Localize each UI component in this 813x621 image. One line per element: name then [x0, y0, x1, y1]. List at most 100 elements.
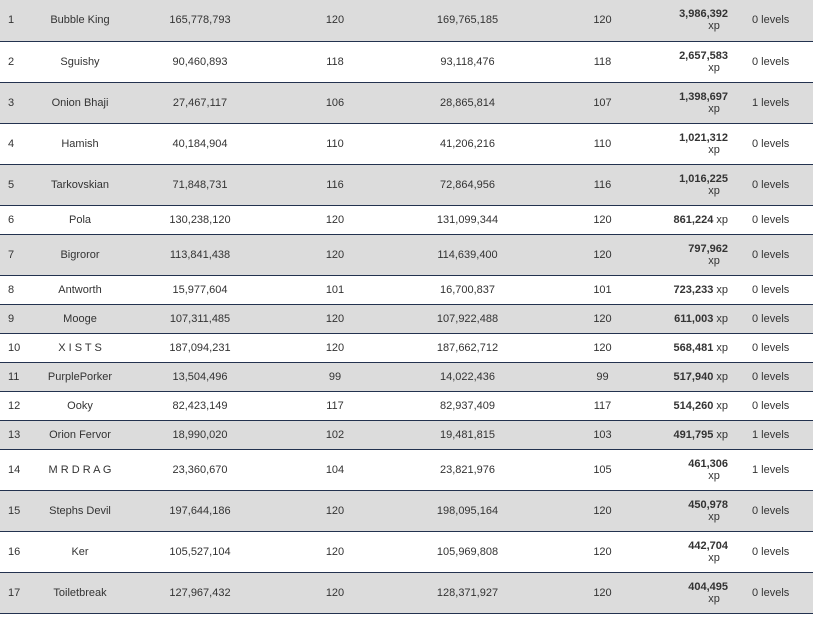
- player-name: Tarkovskian: [40, 164, 120, 206]
- xp-unit: xp: [708, 592, 720, 605]
- score-cell: 14,022,436: [390, 362, 545, 392]
- level-cell: 117: [280, 391, 390, 421]
- score-cell: 16,700,837: [390, 275, 545, 305]
- level-cell: 120: [280, 234, 390, 276]
- player-name: Onion Bhaji: [40, 82, 120, 124]
- level-cell: 120: [545, 205, 660, 235]
- table-row: 9 Mooge 107,311,485 120 107,922,488 120 611,00…: [0, 304, 813, 334]
- xp-cell: 611,003 xp: [660, 304, 740, 334]
- score-cell: 197,644,186: [120, 490, 280, 532]
- table-row: 1 Bubble King 165,778,793 120 169,765,185 120…: [0, 0, 813, 42]
- xp-cell: 461,306 xp: [660, 449, 740, 491]
- level-cell: 120: [545, 572, 660, 614]
- level-cell: 103: [545, 420, 660, 450]
- xp-unit: xp: [716, 428, 728, 441]
- xp-cell: 1,021,312 xp: [660, 123, 740, 165]
- score-cell: 128,371,927: [390, 572, 545, 614]
- xp-unit: xp: [708, 551, 720, 564]
- level-cell: 110: [280, 123, 390, 165]
- score-cell: 127,967,432: [120, 572, 280, 614]
- level-cell: 105: [545, 449, 660, 491]
- score-cell: 71,848,731: [120, 164, 280, 206]
- levels-cell: 0 levels: [740, 490, 813, 532]
- xp-cell: 450,978 xp: [660, 490, 740, 532]
- score-cell: 18,990,020: [120, 420, 280, 450]
- levels-cell: 0 levels: [740, 531, 813, 573]
- table-row: 7 Bigroror 113,841,438 120 114,639,400 120 797…: [0, 234, 813, 276]
- xp-value: 797,962: [688, 242, 728, 255]
- table-row: 14 M R D R A G 23,360,670 104 23,821,976 105 4…: [0, 449, 813, 491]
- xp-unit: xp: [708, 102, 720, 115]
- level-cell: 120: [280, 333, 390, 363]
- rank-cell: 5: [0, 164, 40, 206]
- score-cell: 27,467,117: [120, 82, 280, 124]
- table-row: 11 PurplePorker 13,504,496 99 14,022,436 99 51…: [0, 362, 813, 392]
- table-row: 8 Antworth 15,977,604 101 16,700,837 101 723,2…: [0, 275, 813, 305]
- xp-value: 461,306: [688, 457, 728, 470]
- rank-cell: 15: [0, 490, 40, 532]
- rank-cell: 10: [0, 333, 40, 363]
- levels-cell: 1 levels: [740, 449, 813, 491]
- table-row: 2 Sguishy 90,460,893 118 93,118,476 118 2,657,…: [0, 41, 813, 83]
- score-cell: 105,527,104: [120, 531, 280, 573]
- xp-unit: xp: [708, 61, 720, 74]
- xp-unit: xp: [708, 469, 720, 482]
- xp-value: 514,260: [673, 399, 714, 412]
- levels-cell: 0 levels: [740, 0, 813, 42]
- level-cell: 118: [280, 41, 390, 83]
- rank-cell: 11: [0, 362, 40, 392]
- xp-cell: 514,260 xp: [660, 391, 740, 421]
- score-cell: 41,206,216: [390, 123, 545, 165]
- xp-unit: xp: [708, 20, 720, 33]
- player-name: Ker: [40, 531, 120, 573]
- score-cell: 107,311,485: [120, 304, 280, 334]
- player-name: Bigroror: [40, 234, 120, 276]
- level-cell: 120: [280, 490, 390, 532]
- score-cell: 23,821,976: [390, 449, 545, 491]
- rank-cell: 4: [0, 123, 40, 165]
- xp-unit: xp: [716, 399, 728, 412]
- score-cell: 72,864,956: [390, 164, 545, 206]
- levels-cell: 0 levels: [740, 205, 813, 235]
- xp-unit: xp: [716, 312, 728, 325]
- xp-cell: 517,940 xp: [660, 362, 740, 392]
- xp-cell: 491,795 xp: [660, 420, 740, 450]
- xp-value: 861,224: [673, 213, 714, 226]
- player-name: Sguishy: [40, 41, 120, 83]
- xp-cell: 2,657,583 xp: [660, 41, 740, 83]
- table-row: 12 Ooky 82,423,149 117 82,937,409 117 514,260 …: [0, 391, 813, 421]
- score-cell: 114,639,400: [390, 234, 545, 276]
- score-cell: 187,094,231: [120, 333, 280, 363]
- xp-cell: 404,495 xp: [660, 572, 740, 614]
- rank-cell: 6: [0, 205, 40, 235]
- level-cell: 120: [280, 0, 390, 42]
- levels-cell: 0 levels: [740, 304, 813, 334]
- score-cell: 28,865,814: [390, 82, 545, 124]
- levels-cell: 0 levels: [740, 362, 813, 392]
- level-cell: 99: [545, 362, 660, 392]
- score-cell: 40,184,904: [120, 123, 280, 165]
- player-name: X I S T S: [40, 333, 120, 363]
- level-cell: 106: [280, 82, 390, 124]
- table-row: 4 Hamish 40,184,904 110 41,206,216 110 1,021,3…: [0, 123, 813, 165]
- rank-cell: 12: [0, 391, 40, 421]
- xp-unit: xp: [708, 510, 720, 523]
- xp-unit: xp: [708, 143, 720, 156]
- table-row: 16 Ker 105,527,104 120 105,969,808 120 442,704…: [0, 531, 813, 573]
- levels-cell: 0 levels: [740, 275, 813, 305]
- xp-cell: 568,481 xp: [660, 333, 740, 363]
- xp-value: 442,704: [688, 539, 728, 552]
- table-row: 13 Orion Fervor 18,990,020 102 19,481,815 103…: [0, 420, 813, 450]
- level-cell: 104: [280, 449, 390, 491]
- levels-cell: 0 levels: [740, 41, 813, 83]
- rank-cell: 9: [0, 304, 40, 334]
- levels-cell: 1 levels: [740, 420, 813, 450]
- xp-unit: xp: [708, 254, 720, 267]
- player-name: Mooge: [40, 304, 120, 334]
- score-cell: 93,118,476: [390, 41, 545, 83]
- player-name: Orion Fervor: [40, 420, 120, 450]
- level-cell: 107: [545, 82, 660, 124]
- xp-value: 1,398,697: [679, 90, 728, 103]
